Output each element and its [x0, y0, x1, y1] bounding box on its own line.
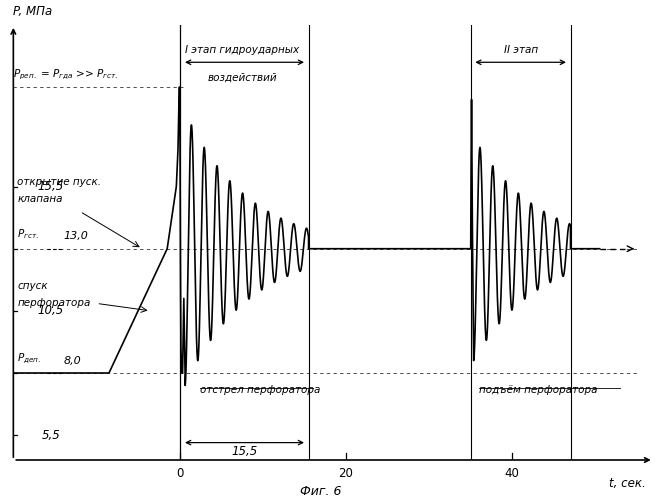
- Text: отстрел перфоратора: отстрел перфоратора: [201, 386, 321, 396]
- Text: 20: 20: [339, 468, 354, 480]
- Text: клапана: клапана: [17, 194, 63, 204]
- Text: 8,0: 8,0: [63, 356, 81, 366]
- Text: P, МПа: P, МПа: [13, 4, 53, 18]
- Text: открытие пуск.: открытие пуск.: [17, 176, 101, 186]
- Text: $P_{деп.}$: $P_{деп.}$: [17, 351, 41, 366]
- Text: воздействий: воздействий: [207, 72, 277, 82]
- Text: II этап: II этап: [504, 45, 538, 55]
- Text: Фиг. 6: Фиг. 6: [300, 485, 342, 498]
- Text: 5,5: 5,5: [41, 428, 60, 442]
- Text: 15,5: 15,5: [37, 180, 64, 193]
- Text: I этап гидроударных: I этап гидроударных: [185, 45, 299, 55]
- Text: t, сек.: t, сек.: [608, 478, 646, 490]
- Text: $P_{реп.}$ = $P_{гда}$ >> $P_{гст.}$: $P_{реп.}$ = $P_{гда}$ >> $P_{гст.}$: [13, 68, 118, 82]
- Text: 15,5: 15,5: [231, 445, 257, 458]
- Text: 0: 0: [176, 468, 183, 480]
- Text: 40: 40: [505, 468, 520, 480]
- Text: 10,5: 10,5: [37, 304, 64, 318]
- Text: спуск: спуск: [17, 281, 48, 291]
- Text: подъём перфоратора: подъём перфоратора: [479, 386, 598, 396]
- Text: перфоратора: перфоратора: [17, 298, 91, 308]
- Text: $P_{гст.}$: $P_{гст.}$: [17, 228, 39, 241]
- Text: 13,0: 13,0: [63, 232, 88, 241]
